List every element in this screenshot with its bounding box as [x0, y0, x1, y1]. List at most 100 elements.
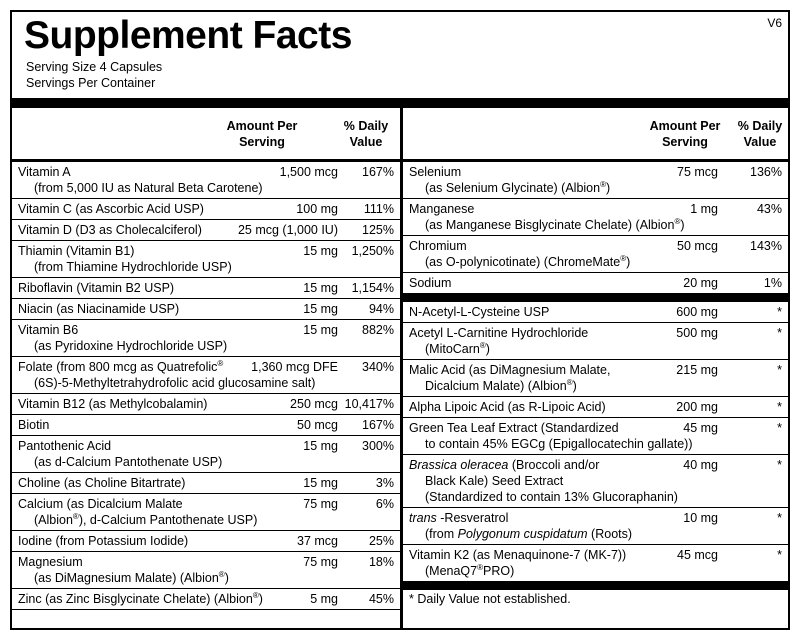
name-line: Green Tea Leaf Extract (Standardized [409, 421, 619, 435]
amount: 600 mg [676, 304, 718, 320]
amount: 200 mg [676, 399, 718, 415]
supplement-label: Supplement Facts V6 Serving Size 4 Capsu… [10, 10, 790, 630]
amount: 15 mg [303, 243, 338, 259]
daily-value: * [777, 325, 782, 341]
serving-size: Serving Size 4 Capsules [26, 60, 163, 74]
nutrient-row: Selenium (as Selenium Glycinate) (Albion®… [403, 162, 788, 199]
daily-value: 1,250% [351, 243, 394, 259]
name-line: Zinc (as Zinc Bisglycinate Chelate) (Alb… [18, 591, 263, 607]
name-line: Selenium [409, 165, 462, 179]
daily-value: * [777, 399, 782, 415]
nutrient-row: Malic Acid (as DiMagnesium Malate, Dicalc… [403, 360, 788, 397]
amount: 100 mg [296, 201, 338, 217]
name-line: trans -Resveratrol [409, 510, 782, 526]
daily-value: 1,154% [351, 280, 394, 296]
daily-value: * [777, 420, 782, 436]
name-text: (Roots) [587, 527, 633, 541]
nutrient-row: Green Tea Leaf Extract (Standardized to c… [403, 418, 788, 455]
name-line: Niacin (as Niacinamide USP) [18, 302, 180, 316]
nutrient-row: Sodium 20 mg 1% [403, 273, 788, 294]
amount: 10 mg [683, 510, 718, 526]
name-line: (from 5,000 IU as Natural Beta Carotene) [34, 181, 263, 195]
nutrient-row: Magnesium (as DiMagnesium Malate) (Albion… [12, 552, 400, 589]
nutrient-row: Biotin 50 mcg 167% [12, 415, 400, 436]
daily-value: * [777, 457, 782, 473]
amount: 20 mg [683, 275, 718, 291]
amount-header: Amount Per Serving [226, 119, 298, 149]
nutrient-row: trans -Resveratrol (from Polygonum cuspid… [403, 508, 788, 545]
amount: 15 mg [303, 301, 338, 317]
daily-value: 300% [362, 438, 394, 454]
nutrient-row: Choline (as Choline Bitartrate) 15 mg 3% [12, 473, 400, 494]
name-line: Riboflavin (Vitamin B2 USP) [18, 281, 175, 295]
name-line: (as O-polynicotinate) (ChromeMate®) [425, 254, 631, 270]
daily-value: 6% [375, 496, 394, 512]
dv-header: % Daily Value [343, 119, 389, 149]
nutrient-row: Vitamin A (from 5,000 IU as Natural Beta … [12, 162, 400, 199]
daily-value: 882% [362, 322, 394, 338]
name-line: Thiamin (Vitamin B1) [18, 244, 135, 258]
daily-value: 136% [750, 164, 782, 180]
name-line: (MenaQ7®PRO) [425, 563, 515, 579]
amount: 75 mg [303, 554, 338, 570]
left-table: Amount Per Serving % Daily Value Vitamin A… [12, 108, 403, 628]
daily-value: 18% [368, 554, 394, 570]
name-line: (Albion®), d-Calcium Pantothenate USP) [34, 512, 258, 528]
daily-value: 111% [363, 201, 394, 217]
nutrient-row: Iodine (from Potassium Iodide) 37 mcg 25% [12, 531, 400, 552]
nutrient-row: Chromium (as O-polynicotinate) (ChromeMat… [403, 236, 788, 273]
divider-bar [12, 98, 788, 108]
nutrient-row: Zinc (as Zinc Bisglycinate Chelate) (Alb… [12, 589, 400, 610]
amount: 250 mcg [290, 396, 338, 412]
name-line: Black Kale) Seed Extract [425, 474, 564, 488]
name-line: Biotin [18, 418, 50, 432]
nutrient-row: Pantothenic Acid (as d-Calcium Pantothena… [12, 436, 400, 473]
name-line: Vitamin K2 (as Menaquinone-7 (MK-7)) [409, 548, 627, 562]
nutrient-row: Acetyl L-Carnitine Hydrochloride (MitoCar… [403, 323, 788, 360]
amount: 37 mcg [297, 533, 338, 549]
amount: 50 mcg [677, 238, 718, 254]
nutrient-row: Vitamin B6 (as Pyridoxine Hydrochloride U… [12, 320, 400, 357]
nutrient-row: Folate (from 800 mcg as Quatrefolic® (6S)… [12, 357, 400, 394]
name-text: -Resveratrol [436, 511, 509, 525]
name-line: Vitamin A [18, 165, 71, 179]
amount: 15 mg [303, 475, 338, 491]
version: V6 [767, 16, 782, 30]
name-line: Iodine (from Potassium Iodide) [18, 534, 189, 548]
nutrient-row: Brassica oleracea (Broccoli and/or Black … [403, 455, 788, 508]
amount: 1,500 mcg [279, 164, 338, 180]
dv-header: % Daily Value [737, 119, 783, 149]
daily-value: 167% [362, 164, 394, 180]
daily-value: * [777, 547, 782, 563]
amount: 45 mg [683, 420, 718, 436]
title: Supplement Facts [24, 14, 352, 57]
daily-value: * [777, 510, 782, 526]
name-line: (as DiMagnesium Malate) (Albion®) [34, 570, 229, 586]
name-line: Dicalcium Malate) (Albion®) [425, 378, 577, 394]
daily-value: * [777, 362, 782, 378]
amount: 45 mcg [677, 547, 718, 563]
daily-value: 1% [763, 275, 782, 291]
name-italic: Polygonum cuspidatum [457, 527, 588, 541]
name-line: Folate (from 800 mcg as Quatrefolic® [18, 359, 224, 375]
footnote: * Daily Value not established. [409, 592, 571, 606]
daily-value: 10,417% [344, 396, 394, 412]
name-line: Vitamin C (as Ascorbic Acid USP) [18, 202, 204, 216]
name-line: Malic Acid (as DiMagnesium Malate, [409, 363, 611, 377]
group-divider [403, 294, 788, 302]
right-table: Amount Per Serving% Daily Value Selenium(… [403, 108, 788, 628]
name-line: Sodium [409, 276, 452, 290]
daily-value: 340% [362, 359, 394, 375]
name-text: (Broccoli and/or [508, 458, 600, 472]
daily-value: 94% [368, 301, 394, 317]
amount: 75 mcg [677, 164, 718, 180]
daily-value: 143% [750, 238, 782, 254]
amount: 5 mg [310, 591, 338, 607]
name-line: Magnesium [18, 555, 83, 569]
column-header: Amount Per Serving % Daily Value [12, 108, 400, 162]
name-line: to contain 45% EGCg (Epigallocatechin ga… [425, 437, 693, 451]
amount: 500 mg [676, 325, 718, 341]
amount: 40 mg [683, 457, 718, 473]
nutrient-row: Riboflavin (Vitamin B2 USP) 15 mg 1,154% [12, 278, 400, 299]
amount: 15 mg [303, 438, 338, 454]
